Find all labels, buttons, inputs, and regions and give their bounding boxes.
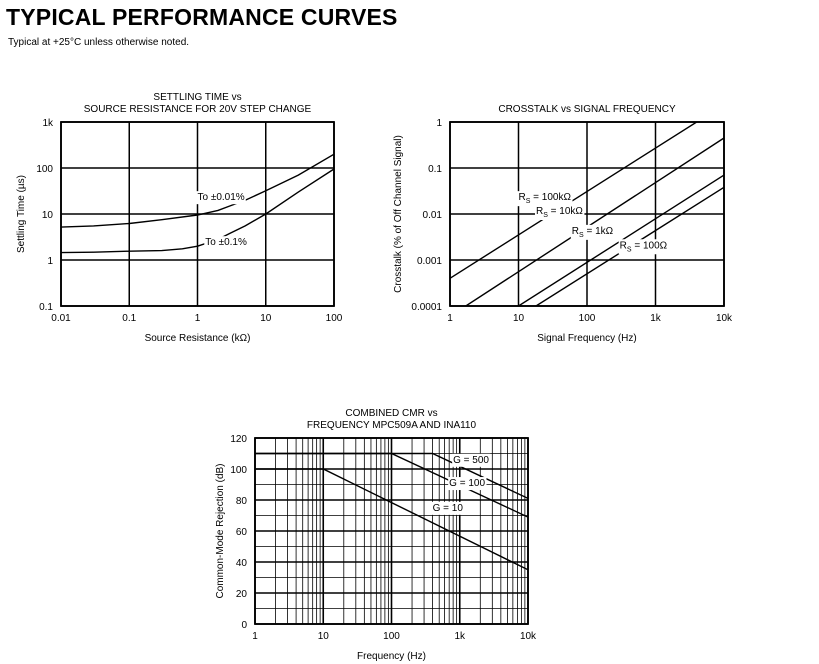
series-label-bg	[448, 477, 487, 491]
x-axis-label: Signal Frequency (Hz)	[537, 333, 636, 344]
series-line-r-10k	[465, 137, 724, 306]
series-label-text: RS = 10kΩ	[536, 206, 583, 219]
series-label-value: = 100kΩ	[530, 192, 571, 203]
x-tick-label: 10	[260, 313, 272, 324]
series-label-value: = 100Ω	[632, 240, 668, 251]
y-tick-label: 10	[42, 210, 54, 221]
series-label: G = 500	[452, 453, 491, 467]
y-tick-label: 0	[241, 620, 247, 631]
x-tick-label: 0.1	[122, 313, 136, 324]
x-tick-label: 10	[513, 313, 525, 324]
x-tick-label: 100	[326, 313, 343, 324]
x-tick-label: 1k	[650, 313, 662, 324]
y-tick-label: 0.01	[423, 210, 443, 221]
series-label-bg	[204, 236, 249, 250]
y-tick-label: 0.001	[417, 256, 442, 267]
chart-title-line: SOURCE RESISTANCE FOR 20V STEP CHANGE	[84, 104, 312, 115]
chart-title-line: CROSSTALK vs SIGNAL FREQUENCY	[498, 104, 676, 115]
y-tick-label: 1k	[42, 118, 54, 129]
series-label: RS = 100kΩ	[517, 191, 573, 207]
x-tick-label: 0.01	[51, 313, 71, 324]
series-label-bg	[570, 224, 615, 240]
series-label-text: To ±0.1%	[205, 237, 247, 248]
series-label-subscript: S	[543, 212, 548, 219]
y-tick-label: 0.1	[428, 164, 442, 175]
series-label-subscript: S	[526, 198, 531, 205]
series-label: G = 10	[431, 501, 465, 515]
series-group	[255, 452, 528, 571]
y-tick-label: 1	[436, 118, 442, 129]
y-tick-label: 40	[236, 558, 248, 569]
plot-frame	[449, 121, 725, 307]
x-tick-label: 10k	[716, 313, 733, 324]
series-label-bg	[618, 239, 669, 255]
series-label-value: = 10kΩ	[548, 206, 584, 217]
y-tick-label: 100	[230, 465, 247, 476]
x-tick-label: 10k	[520, 631, 537, 642]
x-tick-label: 1	[447, 313, 453, 324]
x-tick-label: 1k	[454, 631, 466, 642]
series-label-bg	[452, 453, 491, 467]
x-tick-label: 100	[579, 313, 596, 324]
page-title: TYPICAL PERFORMANCE CURVES	[6, 4, 398, 30]
plot-frame	[254, 437, 529, 625]
series-label-text: To ±0.01%	[198, 192, 245, 203]
series-label: To ±0.1%	[204, 236, 249, 250]
crosstalk-chart: CROSSTALK vs SIGNAL FREQUENCY 1 10 100 1k 10k…	[393, 104, 733, 344]
series-label: G = 100	[448, 477, 487, 491]
x-tick-label: 1	[195, 313, 201, 324]
chart-title-line: FREQUENCY MPC509A AND INA110	[307, 420, 477, 431]
y-axis-label: Crosstalk (% of Off Channel Signal)	[393, 135, 404, 293]
series-label-subscript: S	[579, 232, 584, 239]
y-tick-label: 0.0001	[411, 302, 442, 313]
x-axis-label: Frequency (Hz)	[357, 651, 426, 662]
series-label-bg	[517, 191, 573, 207]
y-axis-label: Common-Mode Rejection (dB)	[215, 463, 226, 598]
x-tick-label: 100	[383, 631, 400, 642]
series-label-text: RS = 100Ω	[620, 240, 668, 253]
page-subtitle: Typical at +25°C unless otherwise noted.	[8, 37, 190, 48]
y-tick-label: 0.1	[39, 302, 53, 313]
series-label-text: G = 100	[449, 478, 485, 489]
series-label: RS = 100Ω	[618, 239, 669, 255]
y-tick-label: 80	[236, 496, 248, 507]
y-tick-label: 20	[236, 589, 248, 600]
chart-grid	[60, 121, 335, 307]
y-tick-label: 60	[236, 527, 248, 538]
series-label-bg	[534, 205, 585, 220]
series-label: RS = 10kΩ	[534, 205, 585, 220]
chart-title-line: SETTLING TIME vs	[153, 92, 241, 103]
chart-title-line: COMBINED CMR vs	[345, 408, 437, 419]
series-label-text: G = 10	[433, 503, 464, 514]
y-tick-label: 100	[36, 164, 53, 175]
series-line-g-100	[255, 452, 528, 518]
series-label-bg	[196, 191, 246, 205]
series-label-value: = 1kΩ	[584, 226, 614, 237]
series-label: RS = 1kΩ	[570, 224, 615, 240]
series-label-text: G = 500	[453, 455, 489, 466]
y-tick-label: 1	[47, 256, 53, 267]
series-label-text: RS = 100kΩ	[519, 192, 572, 205]
series-label-bg	[431, 501, 465, 515]
y-axis-label: Settling Time (µs)	[16, 175, 27, 253]
series-line-to-0-01	[61, 153, 334, 228]
x-axis-label: Source Resistance (kΩ)	[145, 333, 251, 344]
series-line-r-100k	[450, 122, 698, 279]
series-label: To ±0.01%	[196, 191, 246, 205]
x-tick-label: 1	[252, 631, 258, 642]
y-tick-label: 120	[230, 434, 247, 445]
series-line-g-10	[255, 468, 528, 571]
plot-frame	[60, 121, 335, 307]
x-tick-label: 10	[318, 631, 330, 642]
series-label-subscript: S	[627, 246, 632, 253]
